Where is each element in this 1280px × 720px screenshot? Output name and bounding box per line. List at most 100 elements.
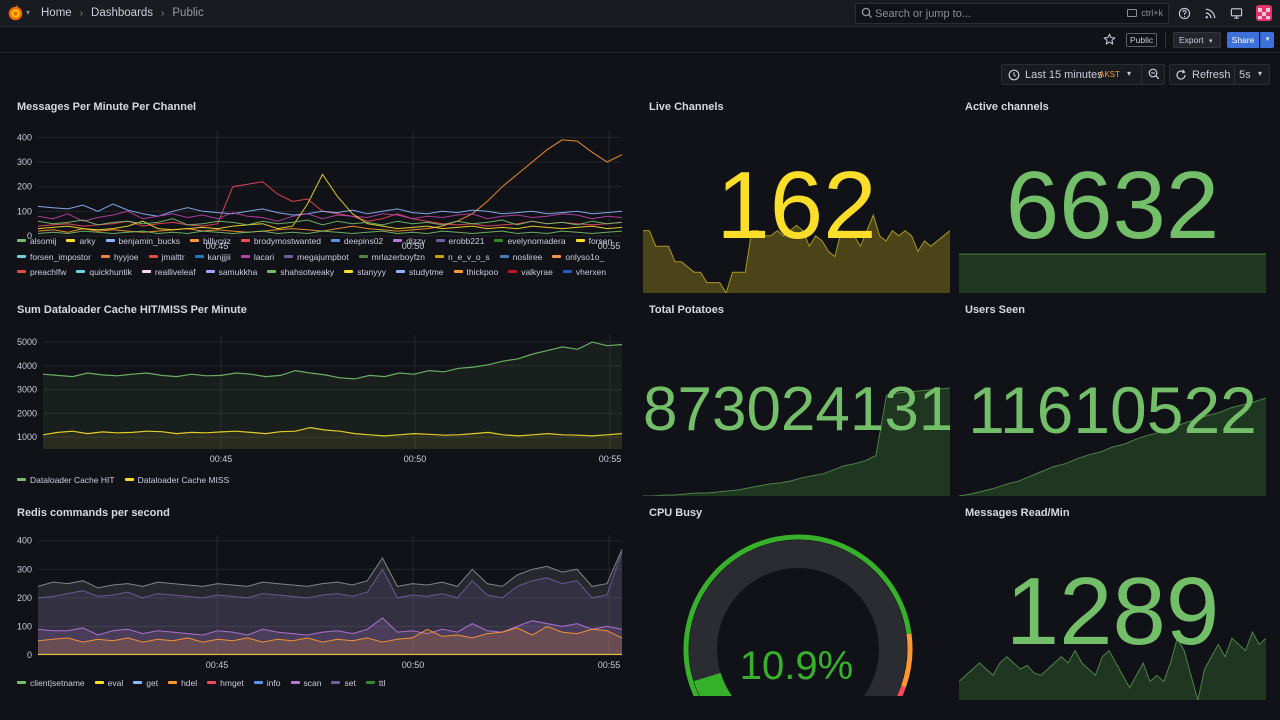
legend-item[interactable]: erobb221 <box>435 234 484 250</box>
legend-item[interactable]: client|setname <box>17 676 85 692</box>
search-input[interactable]: Search or jump to... ctrl+k <box>855 3 1169 24</box>
legend-item[interactable]: lacari <box>240 250 274 266</box>
series-line-dataloader-cache-miss <box>42 426 623 437</box>
share-dropdown-button[interactable]: ▾ <box>1260 32 1274 48</box>
sparkline-area <box>959 254 1266 293</box>
legend-item[interactable]: vherxen <box>562 265 606 281</box>
y-tick-label: 0 <box>27 650 32 660</box>
star-icon[interactable] <box>1103 33 1116 46</box>
legend-item[interactable]: forsen_impostor <box>17 250 91 266</box>
avatar[interactable] <box>1256 5 1272 21</box>
series-line-lacari <box>37 210 623 222</box>
panel-title: Live Channels <box>649 101 724 113</box>
legend-item[interactable]: benjamin_bucks <box>105 234 180 250</box>
legend-item[interactable]: arky <box>66 234 96 250</box>
legend-label: thickpoo <box>466 267 499 277</box>
legend-item[interactable]: set <box>331 676 356 692</box>
menu-caret-icon[interactable]: ▾ <box>26 8 31 17</box>
toolbar-divider <box>1165 32 1166 48</box>
legend-item[interactable]: billycriz <box>189 234 231 250</box>
refresh-interval[interactable]: 5s <box>1239 69 1251 81</box>
legend-item[interactable]: jmalttr <box>148 250 185 266</box>
panel-total-potatoes: Total Potatoes 873024131 <box>643 303 950 496</box>
legend-item[interactable]: hdel <box>168 676 197 692</box>
legend-item[interactable]: n_e_v_o_s <box>435 250 490 266</box>
legend-item[interactable]: brodymostwanted <box>240 234 321 250</box>
legend-item[interactable]: Dataloader Cache MISS <box>124 473 229 489</box>
y-tick-label: 300 <box>17 157 32 167</box>
legend-item[interactable]: preachlfw <box>17 265 66 281</box>
legend-item[interactable]: eval <box>94 676 123 692</box>
legend-item[interactable]: stanyyy <box>344 265 386 281</box>
legend-item[interactable]: dizzy <box>393 234 426 250</box>
y-tick-label: 5000 <box>17 337 37 347</box>
dataloader-cache-chart[interactable]: 1000 2000 3000 4000 5000 00:45 00:50 00:55 <box>14 331 630 471</box>
legend-item[interactable]: realliveleaf <box>141 265 196 281</box>
legend-item[interactable]: hmget <box>207 676 244 692</box>
legend-item[interactable]: get <box>133 676 158 692</box>
x-tick-label: 00:45 <box>206 660 229 670</box>
legend-swatch <box>365 681 375 685</box>
x-tick-label: 00:55 <box>598 660 621 670</box>
legend-swatch <box>105 239 115 243</box>
legend-swatch <box>393 239 403 243</box>
legend-label: alsomij <box>30 236 57 246</box>
series-area <box>38 617 622 655</box>
legend-item[interactable]: mrlazerboyfzn <box>358 250 425 266</box>
y-tick-label: 300 <box>17 564 32 574</box>
rss-icon[interactable] <box>1204 7 1217 20</box>
chart-legend: alsomij arky benjamin_bucks billycriz brodym… <box>17 234 627 281</box>
legend-item[interactable]: megajumpbot <box>284 250 349 266</box>
legend-swatch <box>17 239 26 243</box>
legend-item[interactable]: studytme <box>396 265 444 281</box>
time-range-picker[interactable]: Last 15 minutes AKST ▾ <box>1001 64 1165 85</box>
legend-item[interactable]: alsomij <box>17 234 56 250</box>
redis-commands-chart[interactable]: 0 100 200 300 400 00:45 00:50 00:55 <box>14 531 630 677</box>
legend-label: megajumpbot <box>297 251 349 262</box>
legend-item[interactable]: deepins02 <box>330 234 383 250</box>
breadcrumb-home[interactable]: Home <box>41 7 72 19</box>
legend-swatch <box>133 681 143 685</box>
grafana-logo-icon[interactable] <box>7 5 24 22</box>
search-icon <box>861 7 872 18</box>
refresh-button[interactable]: Refresh <box>1192 69 1231 81</box>
zoom-out-button[interactable] <box>1141 64 1165 85</box>
legend-item[interactable]: onlyso1o_ <box>552 250 604 266</box>
legend-item[interactable]: evelynomadera <box>494 234 566 250</box>
legend-item[interactable]: nosliree <box>499 250 542 266</box>
chevron-down-icon: ▾ <box>1265 36 1270 43</box>
legend-item[interactable]: Dataloader Cache HIT <box>17 473 115 489</box>
legend-label: stanyyy <box>357 267 387 277</box>
panel-title: Total Potatoes <box>649 304 724 316</box>
export-button[interactable]: Export ▾ <box>1173 32 1221 48</box>
legend-label: scan <box>303 678 322 688</box>
legend-item[interactable]: info <box>253 676 281 692</box>
legend-label: preachlfw <box>30 267 67 277</box>
share-button[interactable]: Share <box>1227 32 1259 48</box>
legend-item[interactable]: shahsotweaky <box>267 265 334 281</box>
legend-item[interactable]: valkyrae <box>508 265 553 281</box>
legend-swatch <box>562 270 572 274</box>
legend-swatch <box>453 270 463 274</box>
breadcrumb-dashboards[interactable]: Dashboards <box>91 7 154 19</box>
legend-item[interactable]: scan <box>290 676 322 692</box>
legend-item[interactable]: quickhuntik <box>76 265 132 281</box>
refresh-picker[interactable]: Refresh 5s ▾ <box>1169 64 1270 85</box>
monitor-icon[interactable] <box>1230 7 1243 20</box>
export-label: Export <box>1179 35 1204 45</box>
legend-item[interactable]: kanjjjii <box>194 250 231 266</box>
legend-label: client|setname <box>30 678 85 688</box>
legend-swatch <box>194 254 204 258</box>
help-icon[interactable] <box>1178 7 1191 20</box>
legend-swatch <box>435 254 445 258</box>
legend-item[interactable]: samukkha <box>205 265 257 281</box>
legend-item[interactable]: thickpoo <box>453 265 499 281</box>
legend-item[interactable]: forsen <box>575 234 612 250</box>
legend-swatch <box>358 254 368 258</box>
legend-swatch <box>290 681 300 685</box>
legend-label: quickhuntik <box>89 267 132 277</box>
messages-per-minute-chart[interactable]: 0 100 200 300 400 00:45 00:50 00:55 <box>14 126 630 258</box>
legend-item[interactable]: hyyjoe <box>100 250 139 266</box>
legend-item[interactable]: ttl <box>365 676 385 692</box>
legend-label: billycriz <box>202 236 231 246</box>
